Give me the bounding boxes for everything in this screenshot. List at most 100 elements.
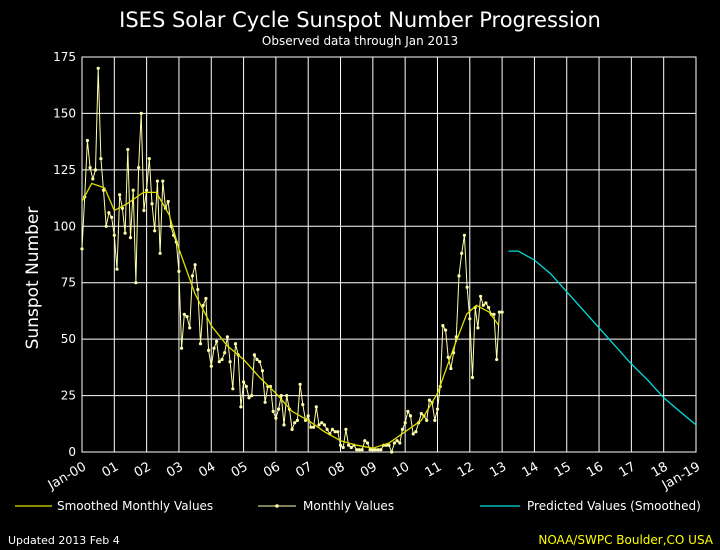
monthly-value-point xyxy=(479,294,483,298)
x-tick-label: 09 xyxy=(358,459,380,480)
monthly-value-point xyxy=(298,382,302,386)
x-tick-label: 15 xyxy=(552,459,574,480)
monthly-value-point xyxy=(233,342,238,346)
y-tick-label: 0 xyxy=(68,445,76,459)
monthly-value-point xyxy=(414,430,418,434)
y-axis-label: Sunspot Number xyxy=(23,207,43,350)
monthly-value-point xyxy=(80,247,84,251)
monthly-value-point xyxy=(500,310,504,314)
chart-subtitle: Observed data through Jan 2013 xyxy=(262,34,458,48)
monthly-value-point xyxy=(225,335,229,339)
x-tick-label: 03 xyxy=(164,459,186,480)
y-tick-label: 175 xyxy=(53,50,76,64)
monthly-value-point xyxy=(341,445,345,450)
legend-monthly-label: Monthly Values xyxy=(303,499,394,513)
monthly-value-point xyxy=(408,414,413,418)
monthly-value-point xyxy=(425,418,429,422)
monthly-value-point xyxy=(217,360,221,364)
monthly-value-point xyxy=(134,281,138,285)
monthly-value-point xyxy=(295,418,299,422)
monthly-value-point xyxy=(158,251,162,255)
monthly-value-point xyxy=(333,430,337,434)
monthly-value-point xyxy=(293,421,297,425)
monthly-value-point xyxy=(349,445,353,450)
monthly-value-point xyxy=(330,427,334,431)
x-tick-label: 11 xyxy=(423,459,445,480)
monthly-value-point xyxy=(347,443,351,447)
monthly-value-point xyxy=(376,448,380,452)
monthly-value-point xyxy=(239,405,243,409)
monthly-value-point xyxy=(487,305,491,310)
monthly-value-point xyxy=(263,400,267,404)
monthly-value-point xyxy=(99,157,103,161)
x-tick-label: 10 xyxy=(390,459,412,480)
monthly-value-point xyxy=(365,441,370,445)
monthly-value-point xyxy=(398,441,402,445)
x-tick-label: 17 xyxy=(617,459,639,480)
grid xyxy=(81,56,697,453)
monthly-value-point xyxy=(317,423,321,427)
y-tick-label: 150 xyxy=(53,106,76,120)
monthly-value-point xyxy=(209,364,213,368)
x-tick-label: 16 xyxy=(584,459,606,480)
monthly-value-point xyxy=(215,339,219,343)
monthly-value-point xyxy=(93,168,98,172)
x-tick-label: 01 xyxy=(99,459,121,480)
legend: Smoothed Monthly Values Monthly Values P… xyxy=(15,499,701,513)
monthly-value-point xyxy=(465,285,469,289)
monthly-value-point xyxy=(142,208,146,213)
x-tick-label: 08 xyxy=(326,459,348,480)
monthly-value-point xyxy=(470,375,475,380)
x-tick-label: 06 xyxy=(261,459,283,480)
monthly-value-point xyxy=(128,236,133,240)
monthly-value-point xyxy=(282,423,286,427)
monthly-value-point xyxy=(104,224,108,228)
monthly-value-point xyxy=(476,326,480,330)
monthly-value-point xyxy=(373,448,378,452)
monthly-value-point xyxy=(120,206,124,210)
monthly-value-point xyxy=(285,394,289,398)
monthly-value-point xyxy=(457,274,461,278)
monthly-value-point xyxy=(271,409,275,413)
monthly-value-point xyxy=(322,423,326,427)
monthly-value-point xyxy=(166,199,170,204)
monthly-value-point xyxy=(390,450,394,454)
x-tick-label: 14 xyxy=(520,459,542,480)
x-tick-label: 04 xyxy=(196,459,218,480)
x-tick-label: 07 xyxy=(293,459,315,480)
monthly-value-point xyxy=(139,111,143,115)
monthly-value-point xyxy=(123,231,127,235)
monthly-value-point xyxy=(190,274,194,278)
monthly-value-point xyxy=(201,303,205,307)
monthly-value-point xyxy=(344,427,348,431)
monthly-value-point xyxy=(497,310,501,314)
monthly-value-point xyxy=(400,427,405,431)
monthly-value-point xyxy=(91,177,95,181)
monthly-value-point xyxy=(260,369,264,373)
monthly-value-point xyxy=(204,296,208,301)
legend-monthly-marker xyxy=(275,504,279,508)
x-ticks: Jan-00 01 02 03 04 05 06 07 08 09 10 11 12 13 14 15 16 17… xyxy=(45,459,703,493)
monthly-value-point xyxy=(112,233,116,237)
y-tick-label: 50 xyxy=(61,332,76,346)
monthly-value-point xyxy=(147,157,151,161)
monthly-value-point xyxy=(441,324,445,328)
monthly-value-point xyxy=(228,360,232,364)
predicted-values-line xyxy=(508,250,697,426)
monthly-value-point xyxy=(279,394,283,398)
monthly-value-point xyxy=(484,301,488,305)
monthly-value-point xyxy=(312,425,316,429)
monthly-value-point xyxy=(185,315,189,319)
monthly-value-point xyxy=(180,346,184,350)
monthly-value-point xyxy=(325,427,329,431)
monthly-value-point xyxy=(460,251,464,255)
x-tick-label: 05 xyxy=(229,459,251,480)
monthly-value-point xyxy=(223,351,227,355)
monthly-value-point xyxy=(161,179,165,183)
chart-title: ISES Solar Cycle Sunspot Number Progress… xyxy=(119,8,601,32)
monthly-value-point xyxy=(150,202,154,206)
x-tick-label: 02 xyxy=(132,459,154,480)
monthly-value-point xyxy=(411,432,415,436)
monthly-value-point xyxy=(387,443,391,447)
y-tick-label: 125 xyxy=(53,163,76,177)
